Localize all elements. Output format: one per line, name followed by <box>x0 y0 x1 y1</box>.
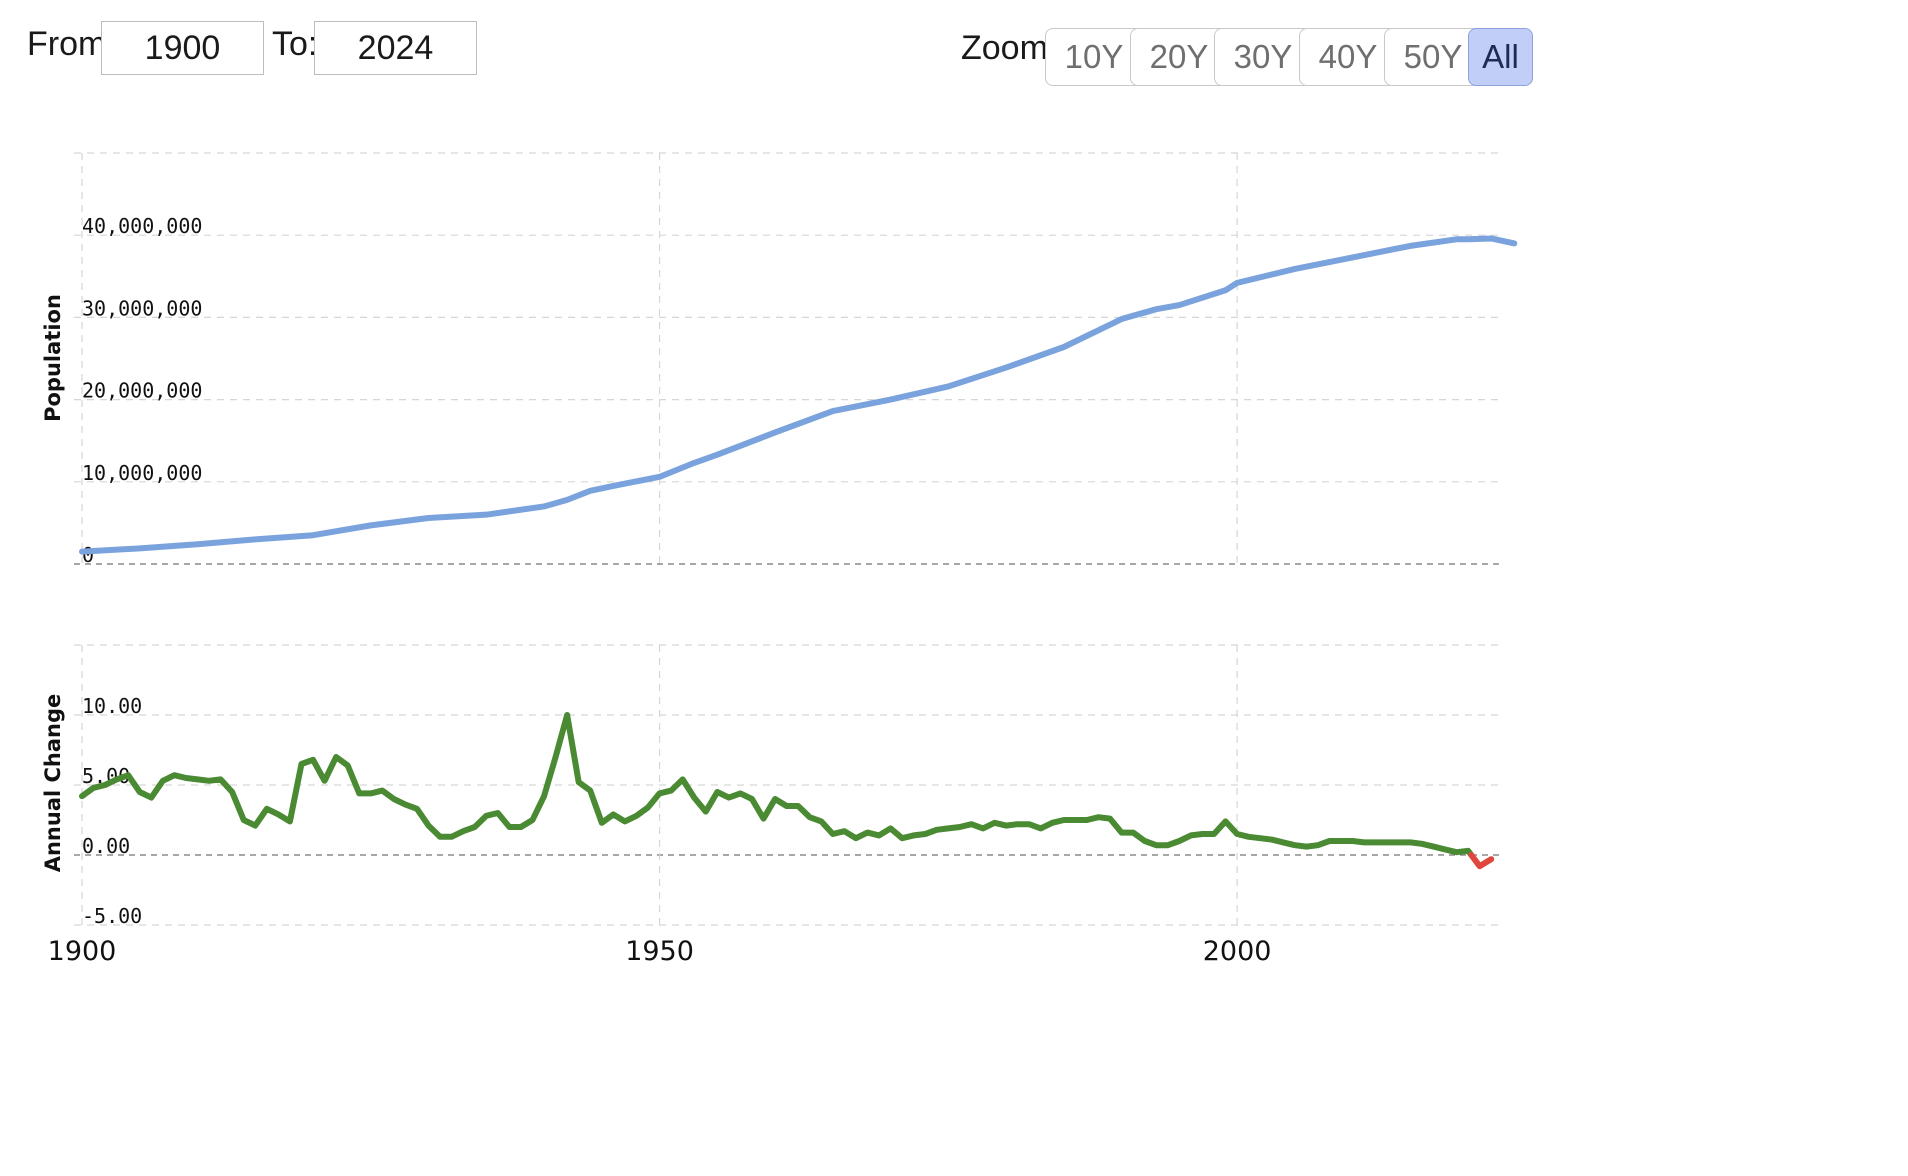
population-ytick-label: 10,000,000 <box>82 461 202 485</box>
to-date-input[interactable] <box>314 21 477 75</box>
annual-change-series-line <box>79 712 1475 858</box>
population-axis-title: Population <box>41 294 65 422</box>
population-panel: 0 10,000,000 20,000,000 30,000,000 40,000,00… <box>41 152 1518 567</box>
xtick-label: 1900 <box>48 936 117 967</box>
to-label: To: <box>272 25 318 63</box>
annual-change-axis-title: Annual Change <box>41 694 65 873</box>
annual-change-ytick-label: 0.00 <box>82 834 130 858</box>
population-ytick-label: 30,000,000 <box>82 296 202 320</box>
zoom-label: Zoom: <box>961 29 1058 67</box>
zoom-50y-button[interactable]: 50Y <box>1384 28 1482 86</box>
from-date-input[interactable] <box>101 21 264 75</box>
population-ytick-label: 20,000,000 <box>82 379 202 403</box>
population-series-line <box>79 235 1518 555</box>
annual-change-ytick-label: 10.00 <box>82 694 142 718</box>
population-ytick-label: 0 <box>82 543 94 567</box>
zoom-30y-button[interactable]: 30Y <box>1214 28 1312 86</box>
zoom-40y-button[interactable]: 40Y <box>1299 28 1397 86</box>
population-ytick-label: 40,000,000 <box>82 214 202 238</box>
zoom-all-button[interactable]: All <box>1468 28 1533 86</box>
xtick-label: 1950 <box>625 936 694 967</box>
from-label: From: <box>27 25 116 63</box>
range-selector-bar: From: To: Zoom: 10Y 20Y 30Y 40Y 50Y All <box>0 0 1908 110</box>
zoom-10y-button[interactable]: 10Y <box>1045 28 1143 86</box>
annual-change-negative-line <box>1468 852 1495 870</box>
xtick-label: 2000 <box>1203 936 1272 967</box>
annual-change-ytick-label: -5.00 <box>82 904 142 928</box>
zoom-20y-button[interactable]: 20Y <box>1130 28 1228 86</box>
